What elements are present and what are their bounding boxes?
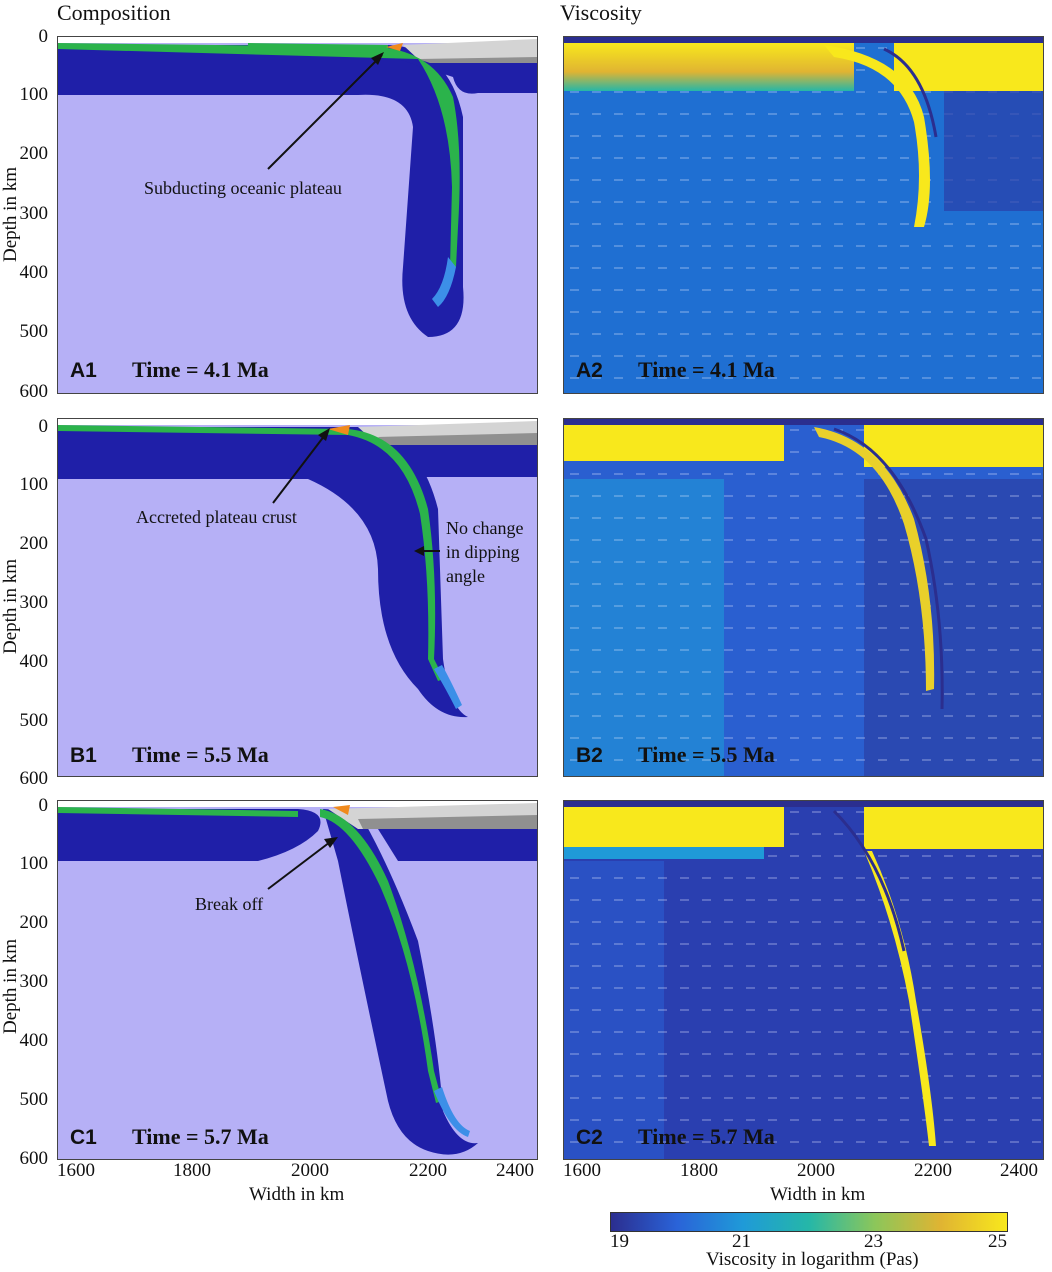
colorbar-tick: 25	[988, 1231, 1007, 1252]
panel-time: Time = 4.1 Ma	[132, 357, 269, 382]
x-axis-label: Width in km	[249, 1184, 345, 1205]
y-tick: 500	[19, 321, 49, 342]
panel-c2-viscosity: C2 Time = 5.7 Ma	[563, 800, 1044, 1160]
panel-time: Time = 5.7 Ma	[132, 1124, 269, 1149]
annotation-no-change-1: No change	[446, 518, 524, 538]
x-tick: 2000	[797, 1160, 835, 1181]
x-tick: 2000	[291, 1160, 329, 1181]
panel-label: C2	[576, 1126, 603, 1149]
viscosity-map-b2	[564, 419, 1043, 776]
panel-label: A1	[70, 359, 97, 382]
y-tick: 600	[19, 1148, 49, 1169]
panel-time: Time = 5.5 Ma	[132, 742, 269, 767]
y-tick: 100	[19, 84, 49, 105]
annotation-break-off: Break off	[195, 894, 264, 914]
annotation-accreted-crust: Accreted plateau crust	[136, 507, 297, 527]
y-tick: 300	[19, 203, 49, 224]
panel-b1-composition: Accreted plateau crust No change in dipp…	[57, 418, 538, 777]
composition-map-c1	[58, 801, 537, 1159]
y-tick: 100	[19, 853, 49, 874]
y-tick: 400	[19, 1030, 49, 1051]
y-tick: 500	[19, 1089, 49, 1110]
y-tick: 200	[19, 143, 49, 164]
y-axis-label: Depth in km	[0, 559, 21, 654]
panel-c1-composition: Break off C1 Time = 5.7 Ma	[57, 800, 538, 1160]
y-tick: 0	[38, 26, 49, 47]
x-axis-label: Width in km	[770, 1184, 866, 1205]
composition-map-a1	[58, 37, 537, 393]
x-tick: 2400	[1000, 1160, 1038, 1181]
y-tick: 0	[38, 416, 49, 437]
annotation-subducting-plateau: Subducting oceanic plateau	[144, 178, 342, 198]
x-tick: 1800	[173, 1160, 211, 1181]
annotation-no-change-2: in dipping	[446, 542, 520, 562]
panel-time: Time = 5.7 Ma	[638, 1124, 775, 1149]
y-tick: 200	[19, 912, 49, 933]
panel-label: A2	[576, 359, 603, 382]
y-tick: 300	[19, 592, 49, 613]
y-tick: 600	[19, 381, 49, 402]
y-tick: 400	[19, 651, 49, 672]
colorbar	[610, 1212, 1008, 1232]
y-tick: 0	[38, 795, 49, 816]
composition-map-b1	[58, 419, 537, 776]
x-tick: 2400	[496, 1160, 534, 1181]
y-axis-label: Depth in km	[0, 939, 21, 1034]
panel-time: Time = 5.5 Ma	[638, 742, 775, 767]
y-tick: 200	[19, 533, 49, 554]
y-tick: 100	[19, 474, 49, 495]
panel-a1-composition: Subducting oceanic plateau A1 Time = 4.1…	[57, 36, 538, 394]
colorbar-tick: 21	[732, 1231, 751, 1252]
panel-time: Time = 4.1 Ma	[638, 357, 775, 382]
panel-label: C1	[70, 1126, 97, 1149]
x-tick: 1800	[680, 1160, 718, 1181]
x-tick: 1600	[57, 1160, 95, 1181]
annotation-no-change-3: angle	[446, 566, 485, 586]
x-tick: 1600	[563, 1160, 601, 1181]
y-tick: 300	[19, 971, 49, 992]
y-tick: 400	[19, 262, 49, 283]
colorbar-gradient	[611, 1213, 1007, 1231]
composition-title: Composition	[57, 0, 171, 25]
colorbar-tick: 19	[610, 1231, 629, 1252]
viscosity-title: Viscosity	[560, 0, 642, 25]
colorbar-label: Viscosity in logarithm (Pas)	[706, 1249, 919, 1270]
x-tick: 2200	[914, 1160, 952, 1181]
panel-b2-viscosity: B2 Time = 5.5 Ma	[563, 418, 1044, 777]
panel-label: B1	[70, 744, 97, 767]
viscosity-map-c2	[564, 801, 1043, 1159]
y-tick: 500	[19, 710, 49, 731]
y-axis-label: Depth in km	[0, 167, 21, 262]
panel-label: B2	[576, 744, 603, 767]
panel-a2-viscosity: A2 Time = 4.1 Ma	[563, 36, 1044, 394]
y-tick: 600	[19, 768, 49, 789]
x-tick: 2200	[409, 1160, 447, 1181]
viscosity-map-a2	[564, 37, 1043, 393]
colorbar-tick: 23	[864, 1231, 883, 1252]
